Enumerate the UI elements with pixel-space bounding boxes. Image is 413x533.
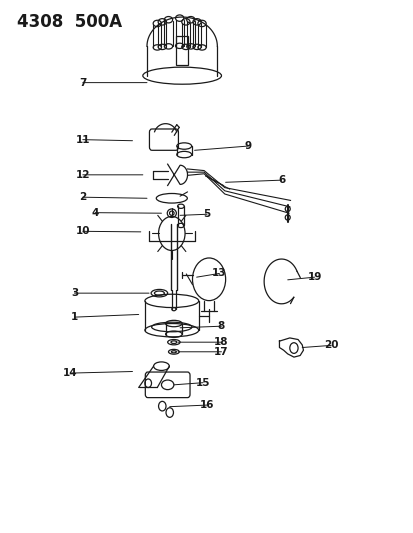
Text: 5: 5 bbox=[203, 209, 210, 219]
Text: 4: 4 bbox=[91, 208, 99, 217]
Text: 17: 17 bbox=[214, 347, 228, 357]
Text: 9: 9 bbox=[244, 141, 252, 151]
Text: 20: 20 bbox=[323, 341, 338, 350]
Text: 14: 14 bbox=[63, 368, 78, 378]
Text: 4308  500A: 4308 500A bbox=[17, 13, 121, 31]
Text: 10: 10 bbox=[75, 227, 90, 236]
Text: 2: 2 bbox=[79, 192, 86, 202]
Text: 6: 6 bbox=[277, 175, 285, 185]
Text: 3: 3 bbox=[71, 288, 78, 298]
Text: 12: 12 bbox=[75, 170, 90, 180]
Text: 19: 19 bbox=[307, 272, 321, 282]
Text: 16: 16 bbox=[199, 400, 214, 410]
Text: 1: 1 bbox=[71, 312, 78, 322]
Text: 8: 8 bbox=[217, 321, 225, 331]
Text: 11: 11 bbox=[75, 135, 90, 144]
Text: 18: 18 bbox=[214, 337, 228, 347]
Text: 15: 15 bbox=[195, 378, 210, 387]
Text: 13: 13 bbox=[211, 269, 226, 278]
Text: 7: 7 bbox=[79, 78, 86, 87]
